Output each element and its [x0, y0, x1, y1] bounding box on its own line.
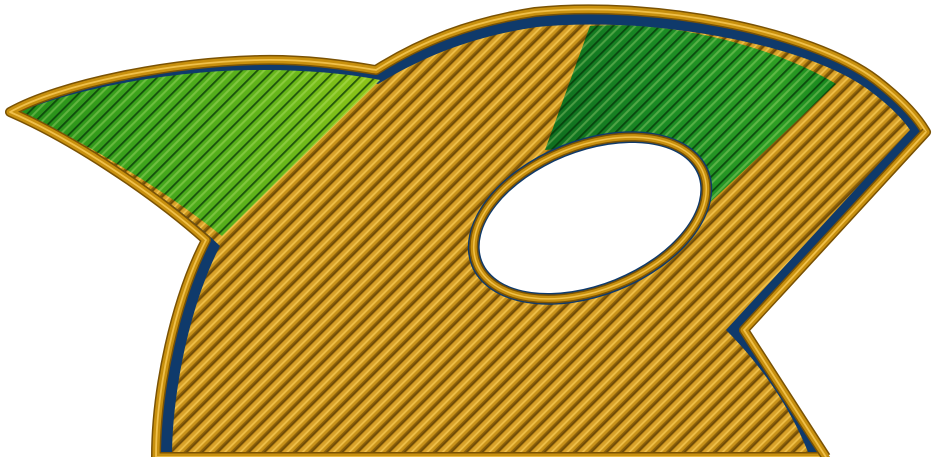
elliptical-hole-icon [467, 131, 713, 305]
right-notch [739, 128, 940, 457]
